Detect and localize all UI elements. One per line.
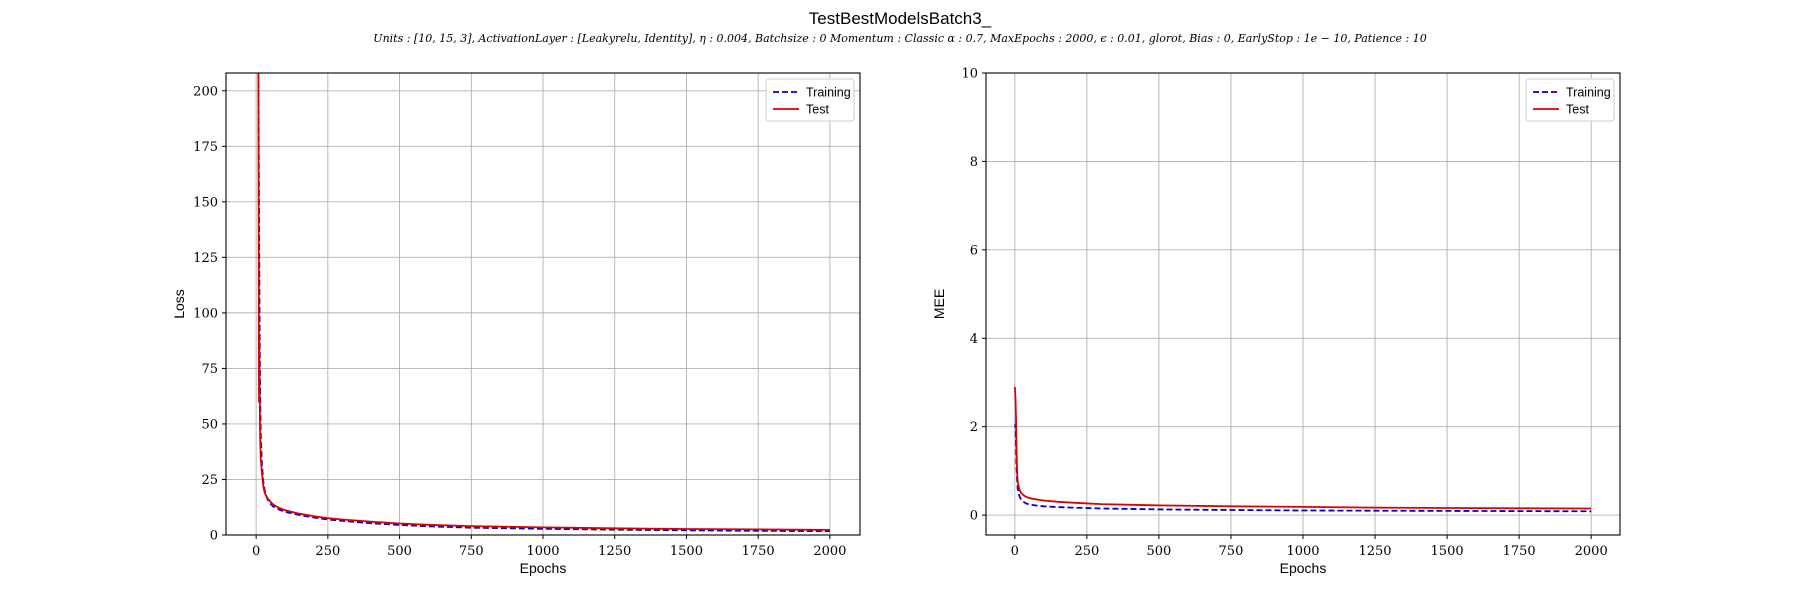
mee-ytick-label: 10: [961, 67, 978, 82]
mee-xtick-label: 1250: [1358, 544, 1391, 559]
loss-xtick-label: 500: [387, 544, 412, 559]
loss-series-test: [257, 72, 830, 531]
loss-ylabel: Loss: [171, 289, 187, 319]
mee-legend-label-test: Test: [1566, 103, 1589, 117]
mee-ylabel: MEE: [931, 289, 947, 319]
figure-subtitle: Units : [10, 15, 3], ActivationLayer : […: [373, 32, 1426, 45]
loss-xtick-label: 750: [459, 544, 484, 559]
loss-xtick-label: 1000: [526, 544, 559, 559]
mee-legend-box: [1525, 78, 1615, 122]
mee-xlabel: Epochs: [1280, 560, 1327, 576]
loss-xtick-label: 250: [315, 544, 340, 559]
loss-ytick-label: 50: [201, 417, 218, 432]
mee-xtick-label: 500: [1146, 544, 1171, 559]
mee-legend-label-training: Training: [1566, 86, 1611, 100]
loss-legend-label-training: Training: [806, 86, 851, 100]
figure-title: TestBestModelsBatch3_: [809, 9, 992, 28]
loss-ytick-label: 75: [201, 362, 218, 377]
mee-xtick-label: 1000: [1286, 544, 1319, 559]
mee-series-test: [1013, 386, 1592, 510]
mee-xtick-label: 1750: [1503, 544, 1536, 559]
loss-ytick-label: 25: [201, 473, 218, 488]
mee-plot: 0 250 500 750 1000 1250 1500 1750 2000 0 2 4 6 8 10 Epo…: [931, 67, 1621, 576]
loss-ytick-label: 175: [193, 140, 218, 155]
loss-ytick-label: 100: [193, 306, 218, 321]
loss-ytick-label: 200: [193, 84, 218, 99]
loss-xlabel: Epochs: [520, 560, 567, 576]
loss-xtick-label: 2000: [813, 544, 846, 559]
mee-xtick-label: 750: [1219, 544, 1244, 559]
loss-series-training: [257, 72, 830, 533]
loss-ytick-label: 150: [193, 195, 218, 210]
mee-ytick-label: 0: [970, 509, 978, 524]
mee-xtick-label: 250: [1074, 544, 1099, 559]
mee-ytick-label: 2: [970, 420, 978, 435]
mee-xtick-label: 0: [1011, 544, 1019, 559]
mee-ytick-label: 8: [970, 155, 978, 170]
loss-ytick-label: 0: [210, 529, 218, 544]
mee-ytick-label: 4: [970, 332, 978, 347]
loss-xtick-label: 1750: [742, 544, 775, 559]
mee-ytick-label: 6: [970, 243, 978, 258]
loss-xtick-label: 1500: [670, 544, 703, 559]
loss-legend-box: [765, 78, 855, 122]
mee-xtick-label: 1500: [1431, 544, 1464, 559]
loss-plot: 0 250 500 750 1000 1250 1500 1750 2000 0 25 50 75 100…: [171, 72, 861, 576]
loss-xtick-label: 1250: [598, 544, 631, 559]
loss-ytick-label: 125: [193, 251, 218, 266]
mee-xtick-label: 2000: [1575, 544, 1608, 559]
loss-legend-label-test: Test: [806, 103, 829, 117]
loss-xtick-label: 0: [252, 544, 260, 559]
